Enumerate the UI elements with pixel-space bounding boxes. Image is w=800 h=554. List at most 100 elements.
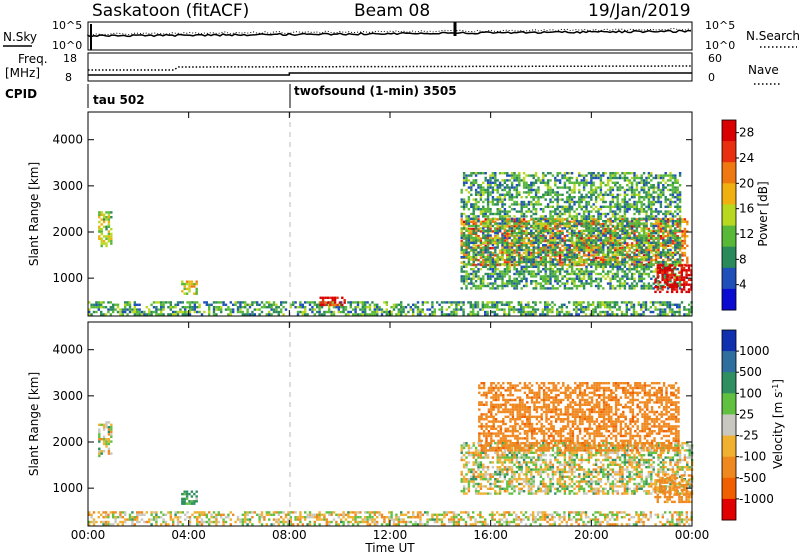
echo-cell bbox=[644, 303, 648, 306]
echo-cell bbox=[566, 210, 569, 213]
echo-cell bbox=[534, 208, 538, 211]
echo-cell bbox=[578, 246, 581, 249]
echo-cell bbox=[203, 310, 206, 314]
echo-cell bbox=[683, 227, 687, 231]
echo-cell bbox=[546, 280, 550, 283]
echo-cell bbox=[541, 310, 544, 314]
echo-cell bbox=[489, 265, 492, 268]
echo-cell bbox=[614, 258, 617, 261]
echo-cell bbox=[498, 193, 502, 196]
echo-cell bbox=[618, 227, 622, 231]
echo-cell bbox=[392, 308, 396, 311]
echo-cell bbox=[412, 303, 415, 306]
echo-cell bbox=[602, 256, 605, 259]
echo-cell bbox=[527, 188, 531, 192]
echo-cell bbox=[501, 234, 504, 237]
echo-cell bbox=[460, 256, 463, 259]
echo-cell bbox=[465, 287, 468, 290]
echo-cell bbox=[609, 172, 612, 175]
echo-cell bbox=[580, 301, 583, 304]
echo-cell bbox=[587, 303, 590, 306]
echo-cell bbox=[359, 308, 362, 311]
echo-cell bbox=[657, 225, 660, 228]
echo-cell bbox=[578, 268, 581, 271]
echo-cell bbox=[482, 220, 485, 223]
echo-cell bbox=[515, 191, 519, 194]
echo-cell bbox=[556, 172, 559, 175]
echo-cell bbox=[537, 198, 540, 201]
echo-cell bbox=[650, 244, 653, 247]
echo-cell bbox=[522, 308, 525, 311]
echo-cell bbox=[582, 210, 586, 213]
echo-cell bbox=[534, 210, 538, 213]
echo-cell bbox=[181, 301, 184, 304]
echo-cell bbox=[138, 310, 141, 314]
echo-cell bbox=[544, 198, 547, 201]
echo-cell bbox=[611, 229, 615, 232]
echo-cell bbox=[635, 270, 639, 273]
echo-cell bbox=[568, 251, 571, 254]
echo-cell bbox=[611, 263, 615, 266]
echo-cell bbox=[510, 301, 513, 304]
echo-cell bbox=[515, 268, 519, 271]
echo-cell bbox=[585, 237, 588, 240]
echo-cell bbox=[503, 179, 507, 182]
echo-cell bbox=[616, 203, 619, 206]
echo-cell bbox=[623, 239, 627, 242]
echo-cell bbox=[539, 220, 543, 223]
echo-cell bbox=[506, 280, 509, 283]
echo-cell bbox=[544, 191, 547, 194]
echo-cell bbox=[630, 230, 634, 233]
echo-cell bbox=[527, 253, 531, 256]
echo-cell bbox=[373, 308, 376, 311]
echo-cell bbox=[585, 234, 588, 237]
echo-cell bbox=[578, 256, 581, 259]
echo-cell bbox=[493, 313, 496, 316]
echo-cell bbox=[659, 284, 663, 288]
echo-cell bbox=[661, 269, 664, 272]
echo-cell bbox=[599, 188, 603, 192]
echo-cell bbox=[578, 198, 581, 201]
echo-cell bbox=[663, 266, 667, 270]
echo-cell bbox=[635, 222, 639, 225]
echo-cell bbox=[568, 208, 571, 211]
echo-cell bbox=[520, 232, 523, 235]
echo-cell bbox=[570, 265, 574, 268]
echo-cell bbox=[628, 220, 631, 223]
echo-cell bbox=[666, 284, 670, 288]
echo-cell bbox=[474, 203, 478, 206]
echo-cell bbox=[513, 172, 516, 175]
echo-cell bbox=[489, 251, 492, 254]
echo-cell bbox=[551, 217, 555, 220]
echo-cell bbox=[671, 218, 675, 221]
echo-cell bbox=[674, 186, 677, 189]
echo-cell bbox=[657, 239, 660, 242]
echo-cell bbox=[506, 265, 509, 268]
echo-cell bbox=[506, 244, 509, 247]
echo-cell bbox=[568, 265, 571, 268]
echo-cell bbox=[578, 263, 581, 266]
echo-cell bbox=[566, 222, 569, 225]
echo-cell bbox=[239, 303, 242, 306]
echo-cell bbox=[630, 203, 634, 206]
echo-cell bbox=[620, 313, 624, 316]
echo-cell bbox=[582, 215, 586, 218]
echo-cell bbox=[537, 241, 540, 244]
echo-cell bbox=[179, 310, 182, 314]
echo-cell bbox=[575, 181, 579, 184]
echo-cell bbox=[662, 260, 665, 264]
echo-cell bbox=[566, 229, 569, 232]
echo-cell bbox=[592, 260, 595, 264]
echo-cell bbox=[628, 244, 631, 247]
echo-cell bbox=[311, 306, 314, 309]
echo-cell bbox=[537, 263, 540, 266]
echo-cell bbox=[657, 253, 660, 256]
echo-cell bbox=[496, 263, 499, 267]
echo-cell bbox=[563, 181, 567, 184]
echo-cell bbox=[470, 277, 473, 280]
echo-cell bbox=[465, 239, 468, 242]
echo-cell bbox=[609, 263, 612, 266]
echo-cell bbox=[647, 217, 651, 220]
echo-cell bbox=[623, 313, 626, 316]
echo-cell bbox=[320, 313, 324, 316]
